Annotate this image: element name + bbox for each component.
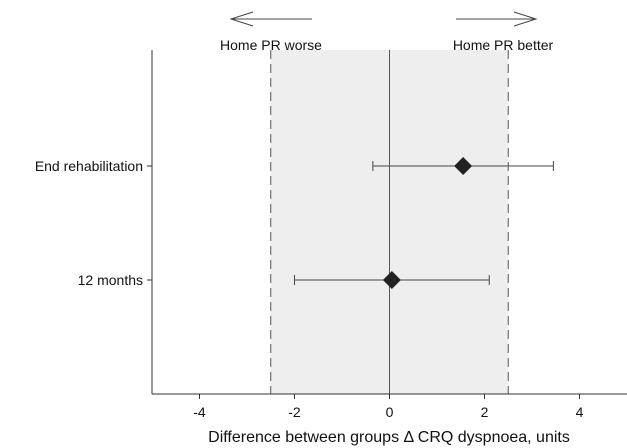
x-tick-label: 4 — [576, 404, 584, 420]
x-tick-label: 0 — [386, 404, 394, 420]
forest-row: 12 months — [78, 271, 490, 289]
arrow-right-head-icon — [513, 11, 538, 27]
point-estimate-diamond — [454, 157, 473, 175]
x-tick-label: 2 — [481, 404, 489, 420]
direction-label-left: Home PR worse — [220, 37, 322, 53]
forest-row: End rehabilitation — [35, 157, 554, 175]
forest-rows: End rehabilitation 12 months — [35, 157, 554, 289]
direction-label-right: Home PR better — [453, 37, 554, 53]
point-estimate-diamond — [382, 271, 401, 289]
row-label: 12 months — [78, 272, 143, 288]
row-label: End rehabilitation — [35, 158, 143, 174]
x-axis-label: Difference between groups Δ CRQ dyspnoea… — [208, 429, 570, 446]
direction-arrows — [229, 11, 538, 27]
arrow-left-head-icon — [229, 11, 254, 27]
x-tick-label: -2 — [288, 404, 301, 420]
x-tick-label: -4 — [193, 404, 206, 420]
x-ticks: -4 -2 0 2 4 — [193, 394, 584, 420]
